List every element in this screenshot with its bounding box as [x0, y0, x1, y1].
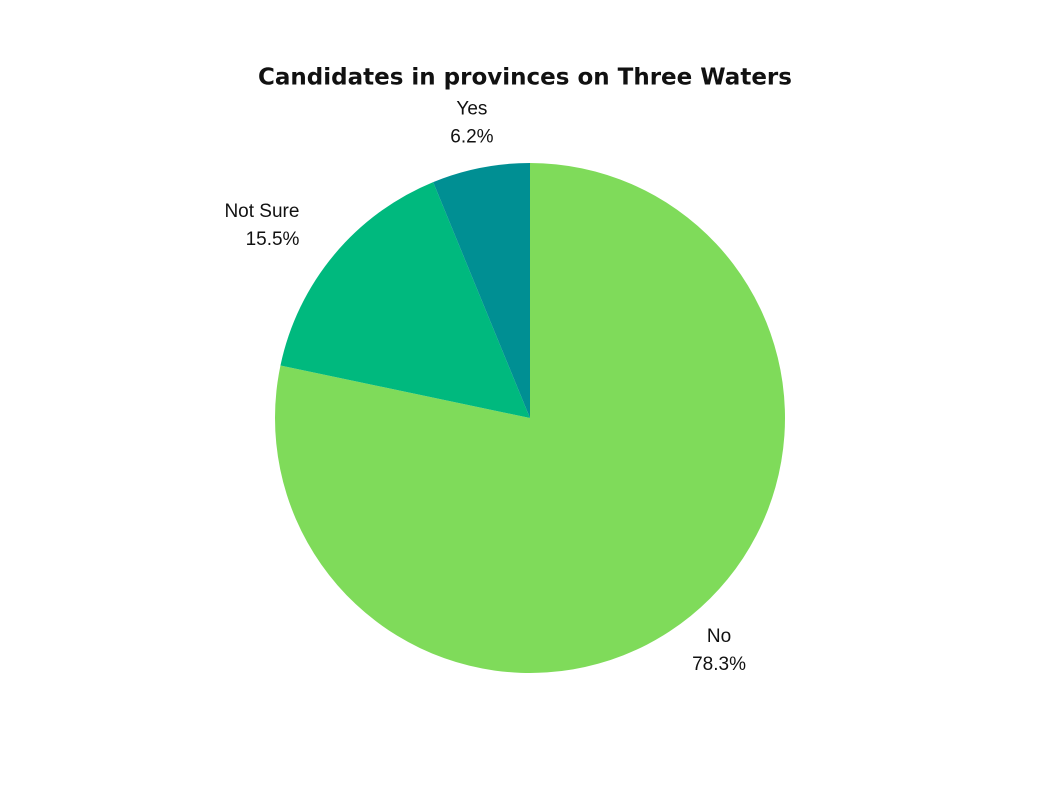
slice-label: Not Sure [224, 201, 299, 222]
slice-value-label: 6.2% [450, 127, 493, 148]
pie-slice [280, 182, 530, 418]
pie-slice [433, 163, 530, 418]
slice-label: Yes [456, 99, 487, 120]
slice-label: No [707, 626, 731, 647]
slice-value-label: 15.5% [246, 229, 300, 250]
slice-value-label: 78.3% [692, 654, 746, 675]
pie-slice [275, 163, 786, 674]
chart-title: Candidates in provinces on Three Waters [258, 65, 792, 91]
